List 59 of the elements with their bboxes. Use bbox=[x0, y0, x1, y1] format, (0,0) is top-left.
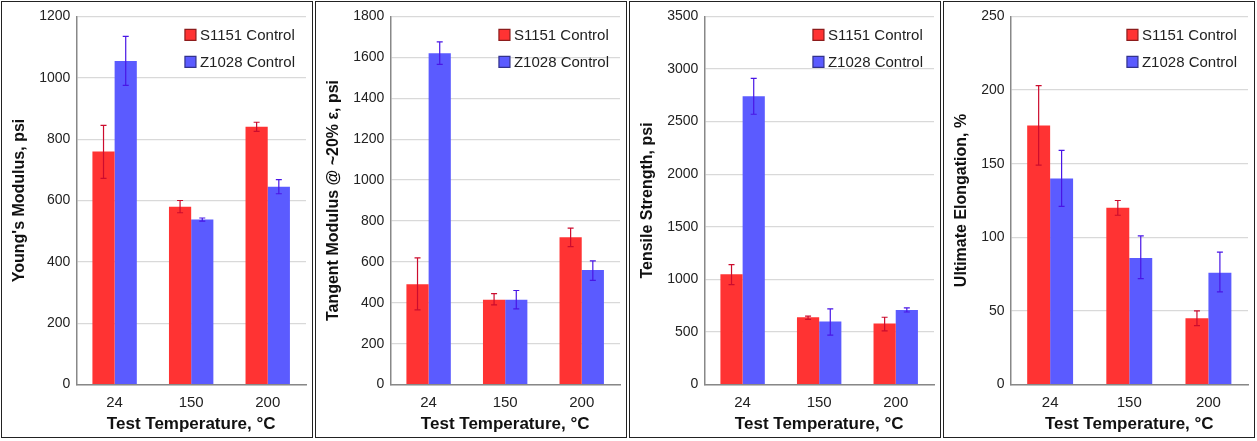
legend-label: Z1028 Control bbox=[513, 52, 610, 70]
y-tick-label: 150 bbox=[981, 154, 1005, 171]
y-tick-label: 100 bbox=[981, 228, 1005, 245]
legend-label: S1151 Control bbox=[199, 25, 295, 43]
y-tick-label: 2500 bbox=[667, 112, 699, 129]
y-tick-label: 400 bbox=[46, 252, 71, 269]
y-axis-title: Young's Modulus, psi bbox=[10, 118, 28, 283]
x-tick-label: 24 bbox=[420, 392, 437, 410]
x-axis-title: Test Temperature, °C bbox=[734, 414, 904, 434]
x-tick-label: 24 bbox=[734, 392, 751, 410]
legend-label: Z1028 Control bbox=[199, 52, 296, 70]
x-axis-title: Test Temperature, °C bbox=[420, 414, 590, 434]
y-tick-label: 2000 bbox=[667, 165, 699, 182]
y-tick-label: 1500 bbox=[667, 217, 699, 234]
y-tick-label: 1000 bbox=[353, 170, 385, 187]
y-tick-label: 1000 bbox=[39, 68, 71, 85]
x-tick-label: 200 bbox=[1195, 392, 1221, 410]
y-tick-label: 0 bbox=[996, 375, 1005, 392]
legend-label: S1151 Control bbox=[1141, 25, 1237, 43]
y-tick-label: 1800 bbox=[353, 7, 385, 24]
y-tick-label: 600 bbox=[360, 252, 385, 269]
x-axis-title: Test Temperature, °C bbox=[1044, 414, 1214, 434]
y-tick-label: 400 bbox=[360, 293, 385, 310]
y-tick-label: 1200 bbox=[39, 7, 71, 24]
y-tick-label: 3000 bbox=[667, 59, 699, 76]
legend-label: S1151 Control bbox=[827, 25, 923, 43]
y-axis-title: Ultimate Elongation, % bbox=[952, 113, 970, 288]
y-tick-label: 1400 bbox=[353, 89, 385, 106]
x-tick-label: 200 bbox=[883, 392, 909, 410]
y-tick-label: 250 bbox=[981, 7, 1005, 24]
legend-label: Z1028 Control bbox=[827, 52, 924, 70]
x-tick-label: 150 bbox=[806, 392, 832, 410]
x-tick-label: 150 bbox=[1116, 392, 1142, 410]
legend-label: S1151 Control bbox=[513, 25, 609, 43]
y-tick-label: 600 bbox=[46, 191, 71, 208]
y-axis-title: Tangent Modulus @ ~20% ε, psi bbox=[324, 79, 342, 322]
y-tick-label: 1200 bbox=[353, 129, 385, 146]
y-tick-label: 0 bbox=[62, 375, 71, 392]
y-axis-title: Tensile Strength, psi bbox=[638, 122, 656, 279]
y-tick-label: 200 bbox=[360, 334, 385, 351]
x-tick-label: 150 bbox=[492, 392, 518, 410]
y-tick-label: 1600 bbox=[353, 48, 385, 65]
legend-label: Z1028 Control bbox=[1141, 52, 1238, 70]
x-tick-label: 24 bbox=[1041, 392, 1059, 410]
x-tick-label: 150 bbox=[178, 392, 204, 410]
y-tick-label: 1000 bbox=[667, 270, 699, 287]
y-tick-label: 3500 bbox=[667, 7, 699, 24]
y-tick-label: 800 bbox=[46, 129, 71, 146]
y-tick-label: 0 bbox=[376, 375, 385, 392]
y-tick-label: 800 bbox=[360, 211, 385, 228]
x-tick-label: 24 bbox=[106, 392, 123, 410]
y-tick-label: 500 bbox=[674, 322, 699, 339]
x-axis-title: Test Temperature, °C bbox=[106, 414, 276, 434]
y-tick-label: 0 bbox=[690, 375, 699, 392]
y-tick-label: 50 bbox=[988, 301, 1005, 318]
y-tick-label: 200 bbox=[981, 80, 1005, 97]
x-tick-label: 200 bbox=[569, 392, 595, 410]
y-tick-label: 200 bbox=[46, 314, 71, 331]
x-tick-label: 200 bbox=[255, 392, 281, 410]
